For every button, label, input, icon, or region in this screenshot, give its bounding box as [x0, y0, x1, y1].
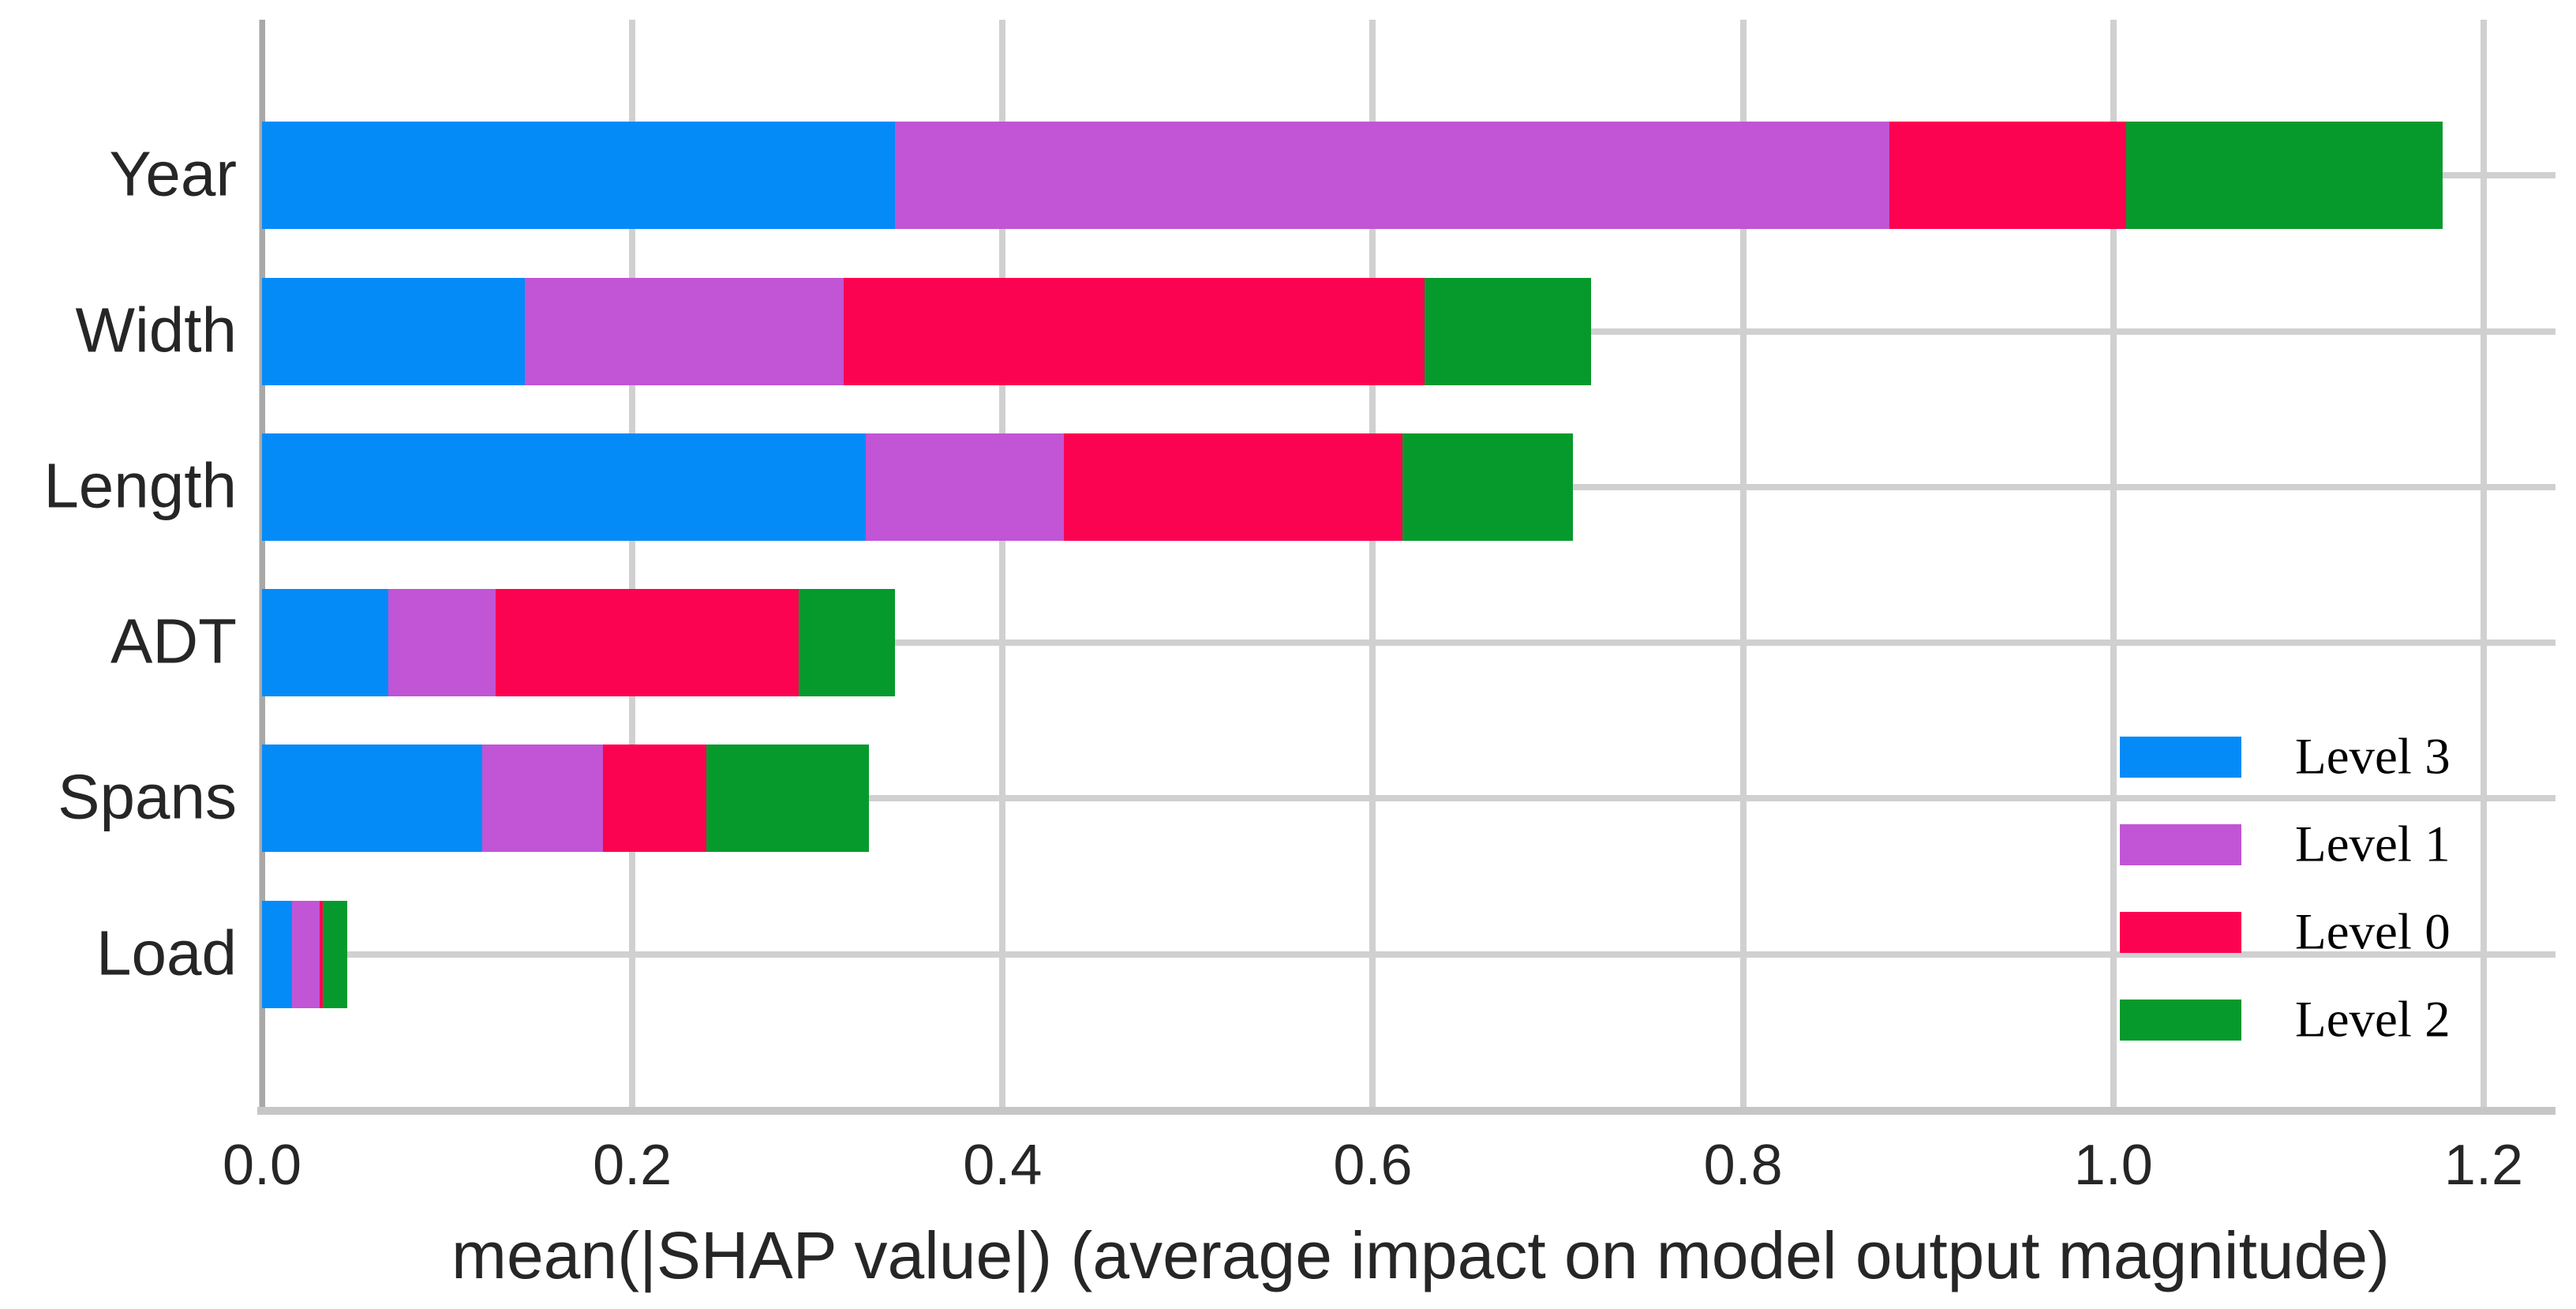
bar-segment-level-3	[262, 745, 483, 853]
x-tick-label: 1.0	[2073, 1134, 2153, 1197]
bar-segment-level-1	[388, 589, 496, 697]
bar-segment-level-3	[262, 277, 526, 385]
legend-swatch-level-0	[2120, 912, 2241, 953]
bar-segment-level-1	[291, 900, 320, 1008]
y-axis-line	[260, 20, 265, 1110]
legend-label-level-3: Level 3	[2295, 728, 2451, 786]
x-axis-label: mean(|SHAP value|) (average impact on mo…	[451, 1218, 2391, 1292]
bar-segment-level-3	[262, 589, 388, 697]
x-tick-label: 0.2	[593, 1134, 672, 1197]
y-gridline	[262, 951, 2555, 958]
x-tick-label: 0.6	[1333, 1134, 1413, 1197]
x-tick-label: 1.2	[2443, 1134, 2523, 1197]
x-gridline	[2480, 20, 2487, 1110]
y-category-label: ADT	[110, 606, 237, 677]
y-category-label: Length	[43, 450, 237, 521]
bar-segment-level-2	[799, 589, 896, 697]
bar-segment-level-1	[525, 277, 844, 385]
bar-segment-level-1	[482, 745, 603, 853]
y-gridline	[262, 795, 2555, 802]
legend-label-level-0: Level 0	[2295, 903, 2451, 961]
x-tick-label: 0.4	[963, 1134, 1043, 1197]
bar-segment-level-2	[1425, 277, 1592, 385]
x-tick-label: 0.8	[1703, 1134, 1783, 1197]
legend-label-level-1: Level 1	[2295, 816, 2451, 873]
y-category-label: Year	[109, 138, 237, 209]
legend-swatch-level-2	[2120, 1000, 2241, 1041]
bar-segment-level-2	[1402, 433, 1573, 541]
bar-segment-level-2	[706, 745, 870, 853]
x-gridline	[2110, 20, 2117, 1110]
bar-segment-level-0	[1889, 122, 2127, 230]
bar-segment-level-3	[262, 433, 866, 541]
x-gridline	[1739, 20, 1747, 1110]
bar-segment-level-3	[262, 900, 292, 1008]
bar-segment-level-3	[262, 122, 896, 230]
x-gridline	[629, 20, 636, 1110]
y-category-label: Width	[75, 294, 238, 365]
x-tick-label: 0.0	[222, 1134, 302, 1197]
bar-segment-level-0	[319, 900, 324, 1008]
bar-segment-level-2	[2126, 122, 2443, 230]
bar-segment-level-0	[602, 745, 706, 853]
bar-segment-level-2	[323, 900, 347, 1008]
bar-segment-level-0	[495, 589, 799, 697]
bar-segment-level-0	[843, 277, 1425, 385]
bar-segment-level-1	[865, 433, 1064, 541]
x-gridline	[1369, 20, 1376, 1110]
y-category-label: Spans	[58, 761, 237, 832]
bar-segment-level-1	[895, 122, 1889, 230]
x-axis-line	[257, 1107, 2555, 1115]
x-gridline	[999, 20, 1006, 1110]
legend-label-level-2: Level 2	[2295, 991, 2451, 1048]
legend-swatch-level-1	[2120, 824, 2241, 865]
y-gridline	[262, 639, 2555, 647]
bar-segment-level-0	[1063, 433, 1402, 541]
y-category-label: Load	[96, 917, 237, 988]
legend-swatch-level-3	[2120, 737, 2241, 778]
